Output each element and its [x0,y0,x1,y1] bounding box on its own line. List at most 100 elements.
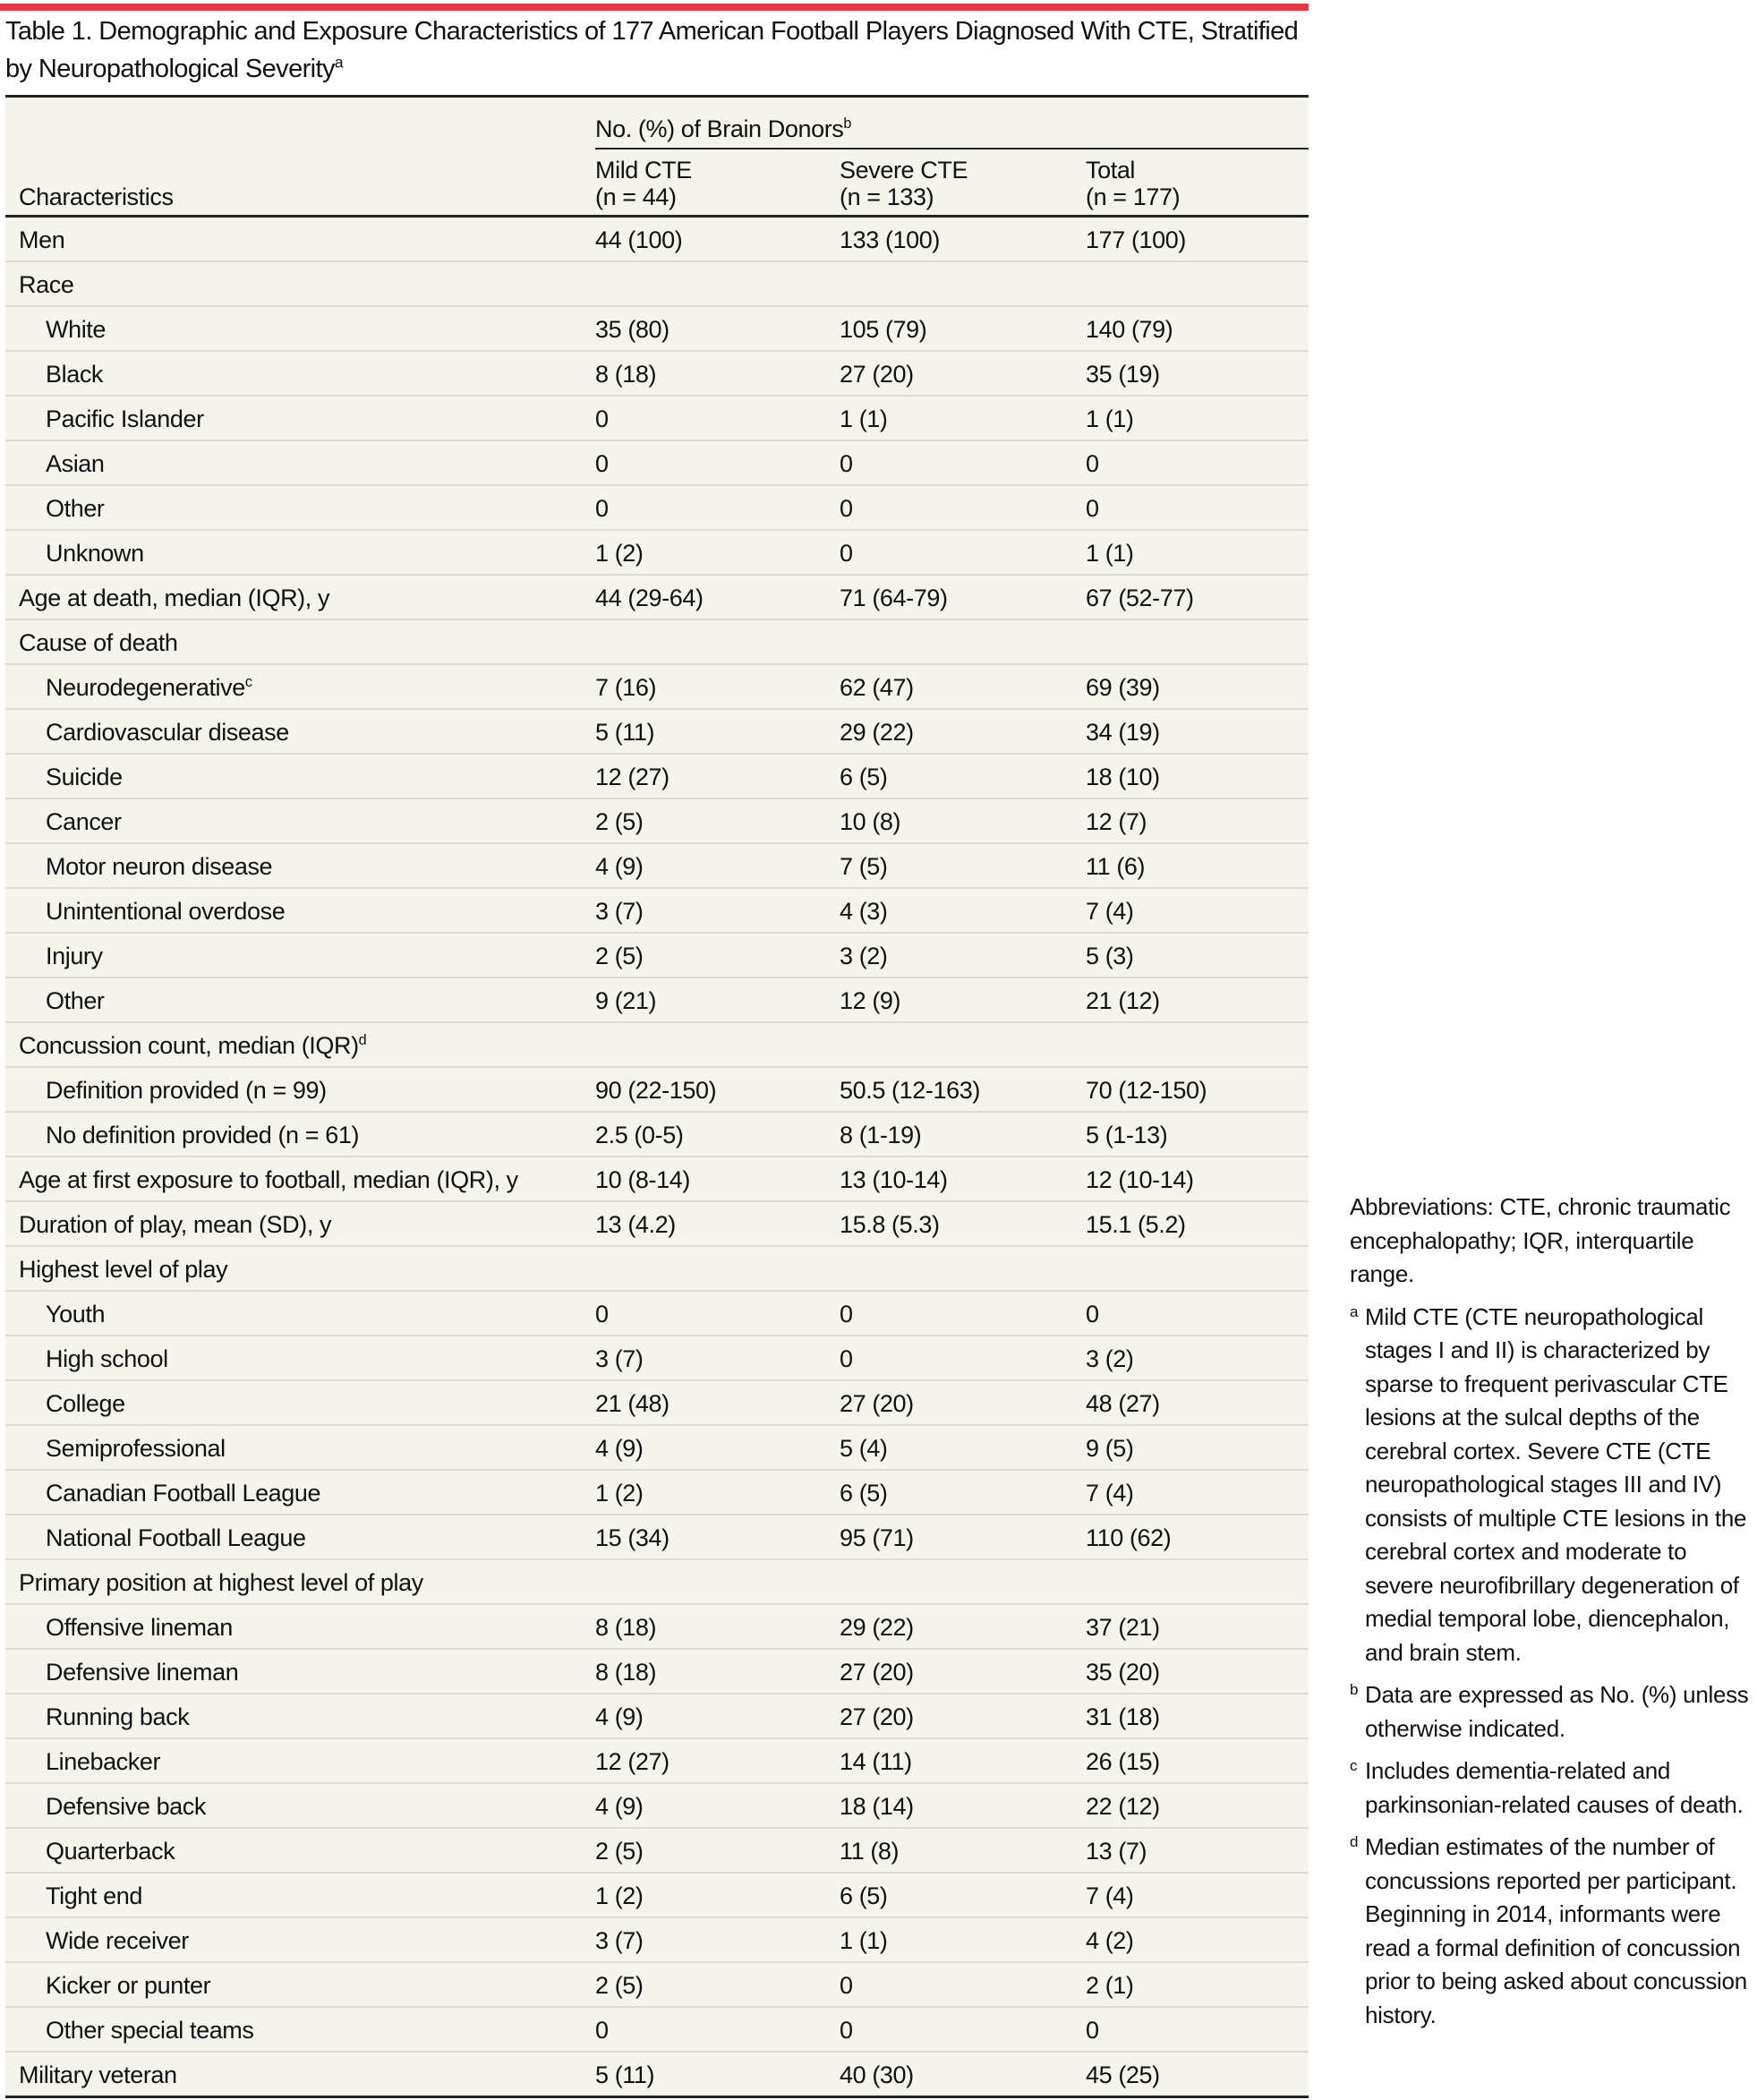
table-row: College 21 (48) 27 (20) 48 (27) [5,1381,1309,1426]
table-row: Cardiovascular disease 5 (11) 29 (22) 34 (1… [5,710,1309,755]
cell-value: 12 (10-14) [1086,1166,1194,1193]
row-label-text: Injury [46,943,103,969]
cell-value: 18 (14) [840,1793,914,1820]
footnote-mark: d [358,1032,367,1048]
table-row: Age at death, median (IQR), y 44 (29-64) 7… [5,576,1309,620]
cell-value: 0 [840,450,853,477]
column-name: Total [1086,157,1136,184]
cell-value: 2 (5) [595,1972,644,1999]
cell-value: 27 (20) [840,1390,914,1417]
row-label-text: Quarterback [46,1838,175,1865]
table-row: Other 0 0 0 [5,486,1309,531]
row-label: Highest level of play [19,1256,228,1284]
cell-value: 11 (8) [840,1838,900,1865]
column-name: Mild CTE [595,157,692,184]
cell-value: 22 (12) [1086,1793,1160,1820]
cell-value: 1 (2) [595,540,644,567]
cell-value: 95 (71) [840,1524,914,1551]
row-label-text: Suicide [46,764,123,790]
cell-value: 0 [595,450,609,477]
table-row: Primary position at highest level of pla… [5,1560,1309,1605]
cell-value: 8 (18) [595,1659,657,1686]
cell-value: 9 (21) [595,987,657,1014]
cell-value: 29 (22) [840,1614,914,1641]
table-row: National Football League 15 (34) 95 (71) 11… [5,1515,1309,1560]
cell-value: 69 (39) [1086,674,1160,701]
row-label-text: Cause of death [19,629,178,656]
cell-value: 12 (9) [840,987,901,1014]
row-label-text: Black [46,361,104,388]
cell-value: 0 [840,1301,853,1327]
row-label-text: Offensive lineman [46,1614,233,1641]
footnote-mark: b [1350,1681,1359,1698]
cell-value: 0 [1086,450,1099,477]
row-label-text: Neurodegenerative [46,674,245,701]
cell-value: 5 (3) [1086,943,1134,969]
cell-value: 8 (1-19) [840,1122,922,1148]
cell-value: 2 (5) [595,808,644,835]
row-label: Pacific Islander [46,405,204,433]
cell-value: 13 (4.2) [595,1211,676,1238]
table-row: High school 3 (7) 0 3 (2) [5,1336,1309,1381]
group-label: No. (%) of Brain Donors [595,115,844,142]
footnotes: a Mild CTE (CTE neuropathological stages … [1350,1301,1757,2033]
row-label-text: Kicker or punter [46,1972,211,1999]
cell-value: 7 (5) [840,853,888,880]
table-row: Asian 0 0 0 [5,441,1309,486]
row-label-text: Defensive back [46,1793,206,1820]
table-row: Black 8 (18) 27 (20) 35 (19) [5,352,1309,397]
accent-bar [0,4,1309,11]
column-n: (n = 44) [595,184,677,210]
cell-value: 31 (18) [1086,1703,1160,1730]
footnote-mark: b [843,115,852,132]
row-label: Wide receiver [46,1927,189,1955]
footnote-mark: a [1350,1302,1359,1320]
cell-value: 10 (8) [840,808,901,835]
cell-value: 21 (12) [1086,987,1160,1014]
row-label: Men [19,226,65,254]
cell-value: 0 [840,495,853,522]
cell-value: 7 (4) [1086,898,1134,925]
cell-value: 15 (34) [595,1524,670,1551]
cell-value: 5 (4) [840,1435,888,1462]
footnote-text: Data are expressed as No. (%) unless oth… [1365,1681,1749,1742]
cell-value: 0 [595,2017,609,2044]
table-row: Age at first exposure to football, media… [5,1157,1309,1202]
row-label-text: Highest level of play [19,1256,228,1283]
column-n: (n = 177) [1086,184,1181,210]
cell-value: 9 (5) [1086,1435,1134,1462]
row-label-text: Race [19,271,74,298]
cell-value: 3 (7) [595,898,644,925]
table-row: Wide receiver 3 (7) 1 (1) 4 (2) [5,1918,1309,1963]
cell-value: 15.1 (5.2) [1086,1211,1186,1238]
row-label-text: Age at first exposure to football, media… [19,1166,518,1193]
table-row: Cause of death [5,620,1309,665]
cell-value: 27 (20) [840,1659,914,1686]
cell-value: 21 (48) [595,1390,670,1417]
row-label-text: College [46,1390,125,1417]
cell-value: 26 (15) [1086,1748,1160,1775]
row-label-text: Age at death, median (IQR), y [19,585,330,611]
row-label-text: Pacific Islander [46,405,204,432]
row-label: Tight end [46,1882,142,1910]
cell-value: 34 (19) [1086,719,1160,746]
row-label: College [46,1390,125,1418]
row-label: No definition provided (n = 61) [46,1122,359,1149]
cell-value: 29 (22) [840,719,914,746]
row-label-text: Asian [46,450,105,477]
row-label: Running back [46,1703,190,1731]
row-label: Cancer [46,808,122,836]
cell-value: 44 (29-64) [595,585,704,611]
cell-value: 90 (22-150) [595,1077,717,1104]
row-label-text: Linebacker [46,1748,161,1775]
row-label-text: Definition provided (n = 99) [46,1077,327,1104]
row-label: Definition provided (n = 99) [46,1077,327,1105]
row-label-text: Men [19,226,65,253]
cell-value: 18 (10) [1086,764,1160,790]
cell-value: 12 (27) [595,1748,670,1775]
cell-value: 2 (1) [1086,1972,1134,1999]
row-label: National Football League [46,1524,306,1552]
column-header-characteristics: Characteristics [19,184,174,210]
cell-value: 10 (8-14) [595,1166,690,1193]
cell-value: 1 (1) [1086,540,1134,567]
